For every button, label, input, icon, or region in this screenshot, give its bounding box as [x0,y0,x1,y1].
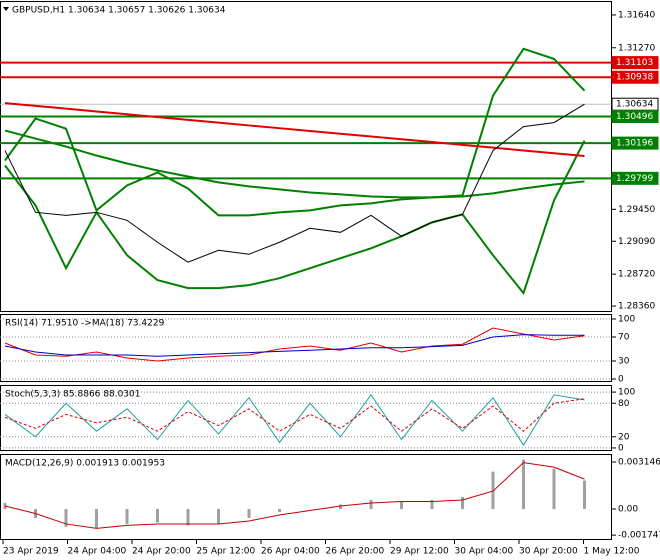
histogram-bar [461,497,464,509]
y-tick-label: 100 [618,314,635,324]
y-tick-label: 1.28360 [618,302,655,312]
x-tick-label: 30 Apr 20:00 [519,547,578,557]
y-tick-label: -0.001747 [618,531,660,541]
histogram-bar [369,500,373,509]
histogram-bar [522,459,525,509]
panel-frame [0,314,612,382]
level-label-box [611,70,659,84]
x-tick-label: 30 Apr 04:00 [455,547,514,557]
series-line [4,334,585,357]
level-label: 1.30938 [616,73,653,83]
panel-title: MACD(12,26,9) 0.001913 0.001953 [5,459,165,469]
histogram-bar [430,500,434,509]
histogram-bar [64,508,68,527]
y-tick-label: 100 [618,388,635,398]
y-tick-label: 1.28720 [618,270,655,280]
level-label: 1.29799 [616,174,653,184]
y-tick-label: 1.29090 [618,237,655,247]
histogram-bar [552,468,556,509]
panel-title: GBPUSD,H1 1.30634 1.30657 1.30626 1.3063… [12,6,226,16]
level-label: 1.30634 [616,100,653,110]
y-tick-label: 0 [618,374,624,384]
y-tick-label: 1.31640 [618,10,655,20]
level-label: 1.31103 [616,58,653,68]
histogram-bar [186,508,190,526]
histogram-bar [247,508,251,518]
series-line [4,103,585,263]
y-tick-label: 0 [618,443,624,453]
histogram-bar [339,504,342,509]
histogram-bar [125,508,129,524]
x-tick-label: 23 Apr 2019 [3,547,59,557]
level-label-box [611,109,659,123]
level-label: 1.30496 [616,112,653,122]
y-tick-label: 80 [618,399,630,409]
series-line [4,102,585,158]
x-tick-label: 26 Apr 20:00 [326,547,385,557]
panel-frame [0,454,612,540]
y-tick-label: 1.29450 [618,205,655,215]
level-label: 1.30196 [616,139,653,149]
series-line [4,129,585,199]
level-label-box [611,136,659,150]
series-line [4,47,586,217]
histogram-bar [583,480,586,509]
y-tick-label: 30 [618,356,630,366]
x-tick-label: 25 Apr 12:00 [197,547,256,557]
panel-frame [0,1,612,312]
x-tick-label: 26 Apr 04:00 [261,547,320,557]
panel-title: RSI(14) 71.9510 ->MA(18) 73.4229 [5,319,165,329]
x-tick-label: 24 Apr 04:00 [68,547,127,557]
series-line [4,140,586,296]
panel-title: Stoch(5,3,3) 85.8866 88.0301 [5,390,140,400]
x-tick-label: 24 Apr 20:00 [132,547,191,557]
histogram-bar [278,508,281,512]
x-tick-label: 1 May 12:00 [584,547,640,557]
y-tick-label: 70 [618,332,630,342]
histogram-bar [95,508,98,529]
y-tick-label: 1.31270 [618,43,655,53]
level-label-box [611,171,659,185]
y-tick-label: 0.00 [618,504,638,514]
histogram-bar [156,508,159,523]
y-tick-label: 20 [618,432,630,442]
y-tick-label: 0.003146 [618,457,660,467]
series-line [4,398,585,432]
x-tick-label: 29 Apr 12:00 [390,547,449,557]
level-label-box [611,56,659,70]
symbol-menu-arrow [3,7,9,11]
series-line [4,327,585,362]
histogram-bar [400,501,403,509]
panel-frame [0,385,612,451]
histogram-bar [217,508,220,524]
series-line [4,462,585,529]
histogram-bar [491,471,495,509]
